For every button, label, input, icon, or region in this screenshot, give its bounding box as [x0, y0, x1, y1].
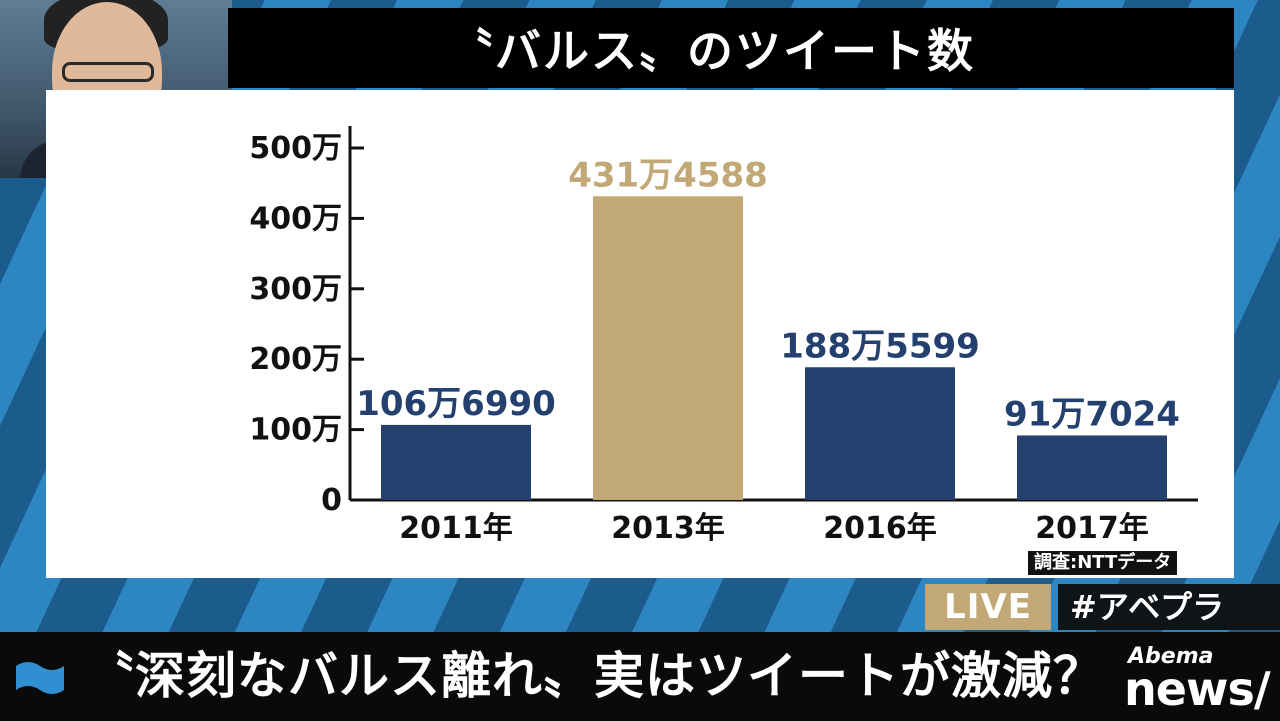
chart-title-bar: 〝バルス〟のツイート数 — [228, 8, 1234, 88]
y-tick-label-1: 100万 — [249, 413, 342, 448]
lower-third-bar — [0, 632, 1280, 721]
chart-panel: 0 100万 200万 300万 400万 500万 106万6990 2011年 431万45… — [46, 90, 1234, 578]
logo-top-text: Abema — [1128, 644, 1214, 669]
flag-icon — [16, 662, 64, 694]
x-tick-label-2: 2016年 — [823, 511, 937, 546]
bar-1 — [593, 196, 743, 501]
chart-title: 〝バルス〟のツイート数 — [447, 24, 975, 78]
bar-0 — [381, 424, 531, 500]
data-label-2: 188万5599 — [780, 326, 980, 366]
y-tick-label-5: 500万 — [249, 131, 342, 166]
presenter-glasses — [62, 62, 154, 82]
data-label-1: 431万4588 — [568, 155, 768, 195]
y-tick-label-0: 0 — [321, 483, 342, 518]
y-tick-label-2: 200万 — [249, 342, 342, 377]
data-label-3: 91万7024 — [1004, 394, 1180, 434]
abema-news-logo: Abema news/ — [1118, 640, 1280, 718]
bar-2 — [805, 367, 955, 500]
x-tick-label-1: 2013年 — [611, 511, 725, 546]
bar-chart: 0 100万 200万 300万 400万 500万 106万6990 2011年 431万45… — [249, 126, 1198, 546]
hashtag-label: #アベプラ — [1058, 584, 1280, 630]
logo-bottom-text: news/ — [1124, 662, 1271, 716]
data-label-0: 106万6990 — [356, 384, 556, 424]
source-label: 調査:NTTデータ — [1028, 551, 1178, 575]
headline-text: 〝深刻なバルス離れ〟実はツイートが激減？ — [84, 647, 1104, 705]
x-tick-label-3: 2017年 — [1035, 511, 1149, 546]
x-tick-label-0: 2011年 — [399, 511, 513, 546]
y-tick-label-4: 400万 — [249, 201, 342, 236]
bar-3 — [1017, 435, 1167, 500]
y-tick-label-3: 300万 — [249, 272, 342, 307]
live-badge: LIVE — [925, 584, 1051, 630]
